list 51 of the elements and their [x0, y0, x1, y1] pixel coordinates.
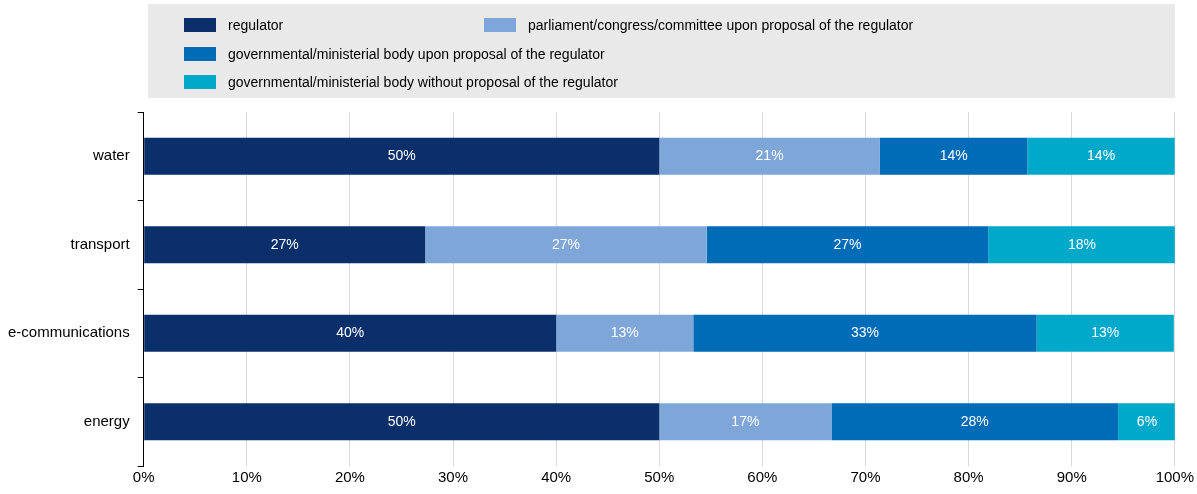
x-tick-label: 0% [132, 468, 155, 486]
data-label: 21% [755, 147, 784, 164]
data-label: 27% [270, 235, 299, 252]
data-label: 40% [336, 324, 365, 341]
data-label: 27% [833, 235, 862, 252]
bar [144, 314, 557, 352]
x-tick-label: 60% [747, 468, 778, 486]
bar [144, 226, 426, 264]
x-tick-label: 80% [953, 468, 984, 486]
data-label: 50% [387, 147, 416, 164]
bar [144, 137, 660, 175]
data-label: 33% [850, 324, 879, 341]
bar [831, 403, 1119, 441]
bar [659, 137, 880, 175]
bar [556, 314, 694, 352]
data-label: 27% [551, 235, 580, 252]
legend-label: parliament/congress/committee upon proposal of the regulator [528, 17, 914, 33]
bar [144, 403, 660, 441]
bar [1118, 403, 1175, 441]
x-tick-label: 100% [1155, 468, 1195, 486]
bar [425, 226, 707, 264]
legend-label: governmental/ministerial body upon proposal of the regulator [228, 45, 605, 62]
x-tick-label: 20% [334, 468, 365, 486]
x-tick-label: 10% [231, 468, 262, 486]
bar [1027, 137, 1175, 175]
data-label: 6% [1136, 412, 1158, 429]
y-tick-label: transport [70, 234, 131, 252]
x-tick-label: 50% [644, 468, 675, 486]
bar [879, 137, 1028, 175]
data-label: 14% [939, 147, 968, 164]
data-label: 13% [610, 324, 639, 341]
bar [659, 403, 832, 441]
x-tick-label: 90% [1056, 468, 1087, 486]
bar [693, 314, 1037, 352]
legend-label: governmental/ministerial body without proposal of the regulator [228, 74, 618, 91]
x-tick-label: 30% [438, 468, 469, 486]
data-label: 18% [1068, 235, 1097, 252]
data-label: 28% [960, 412, 989, 429]
x-tick-label: 70% [850, 468, 881, 486]
bar [1036, 314, 1174, 352]
y-tick-label: e-communications [8, 323, 130, 341]
x-tick-label: 40% [541, 468, 572, 486]
data-label: 17% [731, 412, 760, 429]
data-label: 13% [1091, 324, 1120, 341]
bar [706, 226, 989, 264]
y-tick-label: water [92, 146, 130, 164]
legend-label: regulator [228, 17, 284, 33]
y-tick-label: energy [83, 411, 131, 429]
data-label: 14% [1087, 147, 1116, 164]
data-label: 50% [387, 412, 416, 429]
bar [988, 226, 1175, 264]
